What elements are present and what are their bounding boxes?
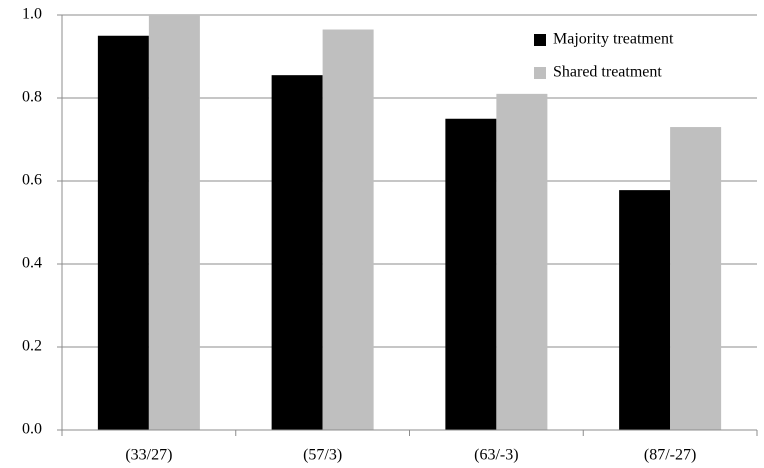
y-tick-label: 1.0	[22, 6, 42, 23]
bar	[271, 75, 323, 431]
y-tick-label: 0.6	[22, 172, 42, 189]
y-tick-label: 0.4	[22, 255, 42, 272]
bar	[619, 190, 671, 430]
x-tick-label: (57/3)	[303, 447, 342, 464]
x-tick-label: (87/-27)	[644, 447, 696, 464]
y-tick-label: 0.8	[22, 89, 42, 106]
bar	[670, 127, 722, 431]
x-tick-label: (63/-3)	[474, 447, 518, 464]
bar	[322, 29, 374, 431]
bar	[445, 118, 497, 430]
x-tick-label: (33/27)	[125, 447, 172, 464]
bar	[496, 93, 548, 430]
legend-label: Majority treatment	[553, 31, 674, 48]
legend-swatch	[534, 67, 546, 79]
y-tick-label: 0.0	[22, 421, 42, 438]
y-tick-label: 0.2	[22, 338, 42, 355]
legend-label: Shared treatment	[553, 64, 662, 81]
bar	[148, 15, 200, 430]
bar	[97, 35, 149, 430]
legend-swatch	[534, 34, 546, 46]
